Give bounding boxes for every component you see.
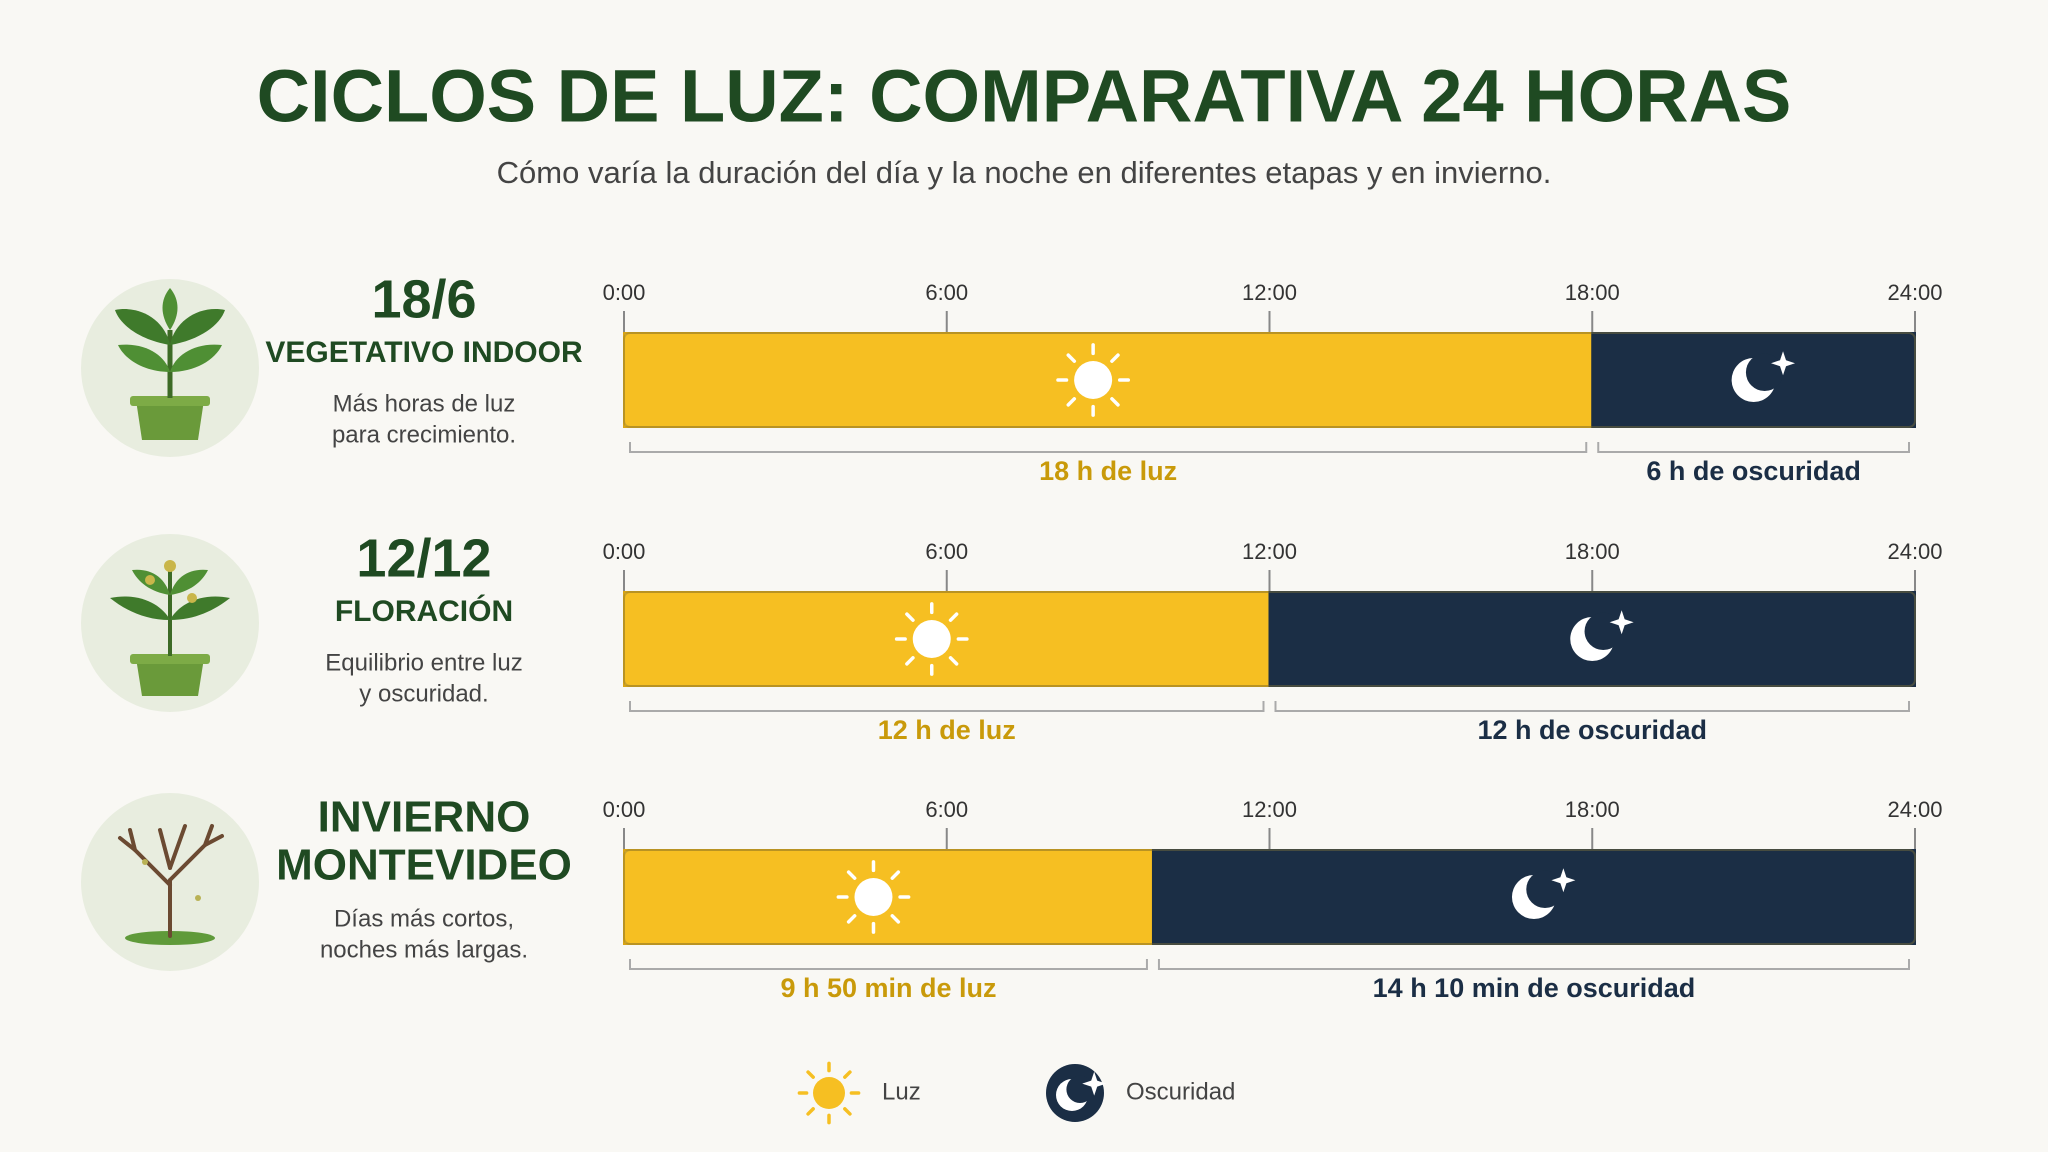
plant-icon [81, 279, 259, 457]
dark-icon [1731, 351, 1796, 402]
light-icon [1056, 343, 1131, 417]
sun-ray [846, 914, 857, 924]
sun-ray [806, 1107, 815, 1116]
page-title: CICLOS DE LUZ: COMPARATIVA 24 HORAS [257, 55, 1792, 138]
sun-ray [905, 612, 915, 622]
x-tick-label: 6:00 [925, 539, 968, 564]
value-label: 14 h 10 min de oscuridad [1373, 973, 1696, 1003]
light-icon [836, 860, 911, 934]
star [1551, 868, 1576, 893]
row-description: Equilibrio entre luz [325, 649, 522, 676]
row-title: 18/6 [371, 269, 476, 329]
sun-icon [813, 1077, 845, 1109]
x-tick-label: 12:00 [1242, 280, 1297, 305]
bar-outline [623, 332, 1916, 428]
moon-shadow [1584, 612, 1622, 650]
legend: Luz Oscuridad [797, 1061, 1235, 1125]
sun-icon [912, 620, 951, 658]
value-label: 18 h de luz [1039, 456, 1177, 486]
row-subtitle: VEGETATIVO INDOOR [265, 336, 583, 369]
dark-icon [1570, 610, 1634, 661]
x-tick-label: 18:00 [1565, 539, 1620, 564]
bracket [629, 959, 1148, 970]
bar-outline [623, 591, 1916, 687]
x-tick-label: 24:00 [1887, 280, 1942, 305]
x-tick-label: 24:00 [1887, 797, 1942, 822]
bracket [629, 442, 1588, 453]
bar-outline [623, 849, 1916, 945]
sun-ray [890, 914, 901, 924]
sun-ray [1110, 397, 1120, 407]
sun-ray [806, 1070, 815, 1079]
moon-shadow [1526, 870, 1564, 908]
sun-ray [1066, 353, 1077, 363]
row-title: 12/12 [356, 528, 491, 588]
x-tick-label: 0:00 [603, 797, 646, 822]
x-tick-label: 0:00 [603, 280, 646, 305]
sun-ray [843, 1107, 852, 1116]
star [1609, 610, 1634, 635]
x-tick-label: 6:00 [925, 797, 968, 822]
sun-ray [1110, 353, 1120, 363]
row-subtitle: MONTEVIDEO [276, 841, 572, 890]
moon-shadow [1066, 1075, 1094, 1103]
value-label: 9 h 50 min de luz [780, 973, 996, 1003]
star [1771, 351, 1796, 376]
x-tick-label: 12:00 [1242, 539, 1297, 564]
row-description: noches más largas. [320, 936, 528, 963]
row-description: Días más cortos, [334, 905, 514, 932]
x-tick-label: 0:00 [603, 539, 646, 564]
legend-label: Luz [882, 1078, 921, 1105]
row-description: y oscuridad. [359, 680, 488, 707]
dark-icon [1511, 868, 1576, 919]
row-description: Más horas de luz [333, 390, 516, 417]
row-description: para crecimiento. [332, 421, 516, 448]
x-tick-label: 24:00 [1887, 539, 1942, 564]
sun-ray [948, 612, 959, 622]
bracket [629, 701, 1265, 712]
x-tick-label: 12:00 [1242, 797, 1297, 822]
value-label: 12 h de oscuridad [1477, 715, 1707, 745]
flowering-plant-icon [81, 534, 259, 712]
sun-ray [843, 1070, 852, 1079]
row-title: INVIERNO [318, 793, 531, 842]
sun-ray [948, 656, 959, 666]
star [1082, 1071, 1107, 1096]
moon-shadow [1745, 353, 1784, 391]
winter-tree-icon [81, 793, 259, 971]
row-subtitle: FLORACIÓN [335, 594, 513, 628]
sun-ray [846, 870, 857, 880]
x-tick-label: 18:00 [1565, 280, 1620, 305]
bracket [1597, 442, 1910, 453]
x-tick-label: 18:00 [1565, 797, 1620, 822]
sun-ray [890, 870, 901, 880]
sun-icon [1074, 361, 1113, 399]
legend-label: Oscuridad [1126, 1078, 1235, 1105]
sun-ray [1066, 397, 1077, 407]
bracket [1274, 701, 1910, 712]
light-icon [894, 602, 969, 676]
value-label: 12 h de luz [878, 715, 1016, 745]
sun-icon [854, 878, 893, 916]
x-tick-label: 6:00 [925, 280, 968, 305]
value-label: 6 h de oscuridad [1646, 456, 1861, 486]
sun-ray [905, 656, 915, 666]
page-subtitle: Cómo varía la duración del día y la noch… [497, 155, 1552, 190]
bracket [1157, 959, 1910, 970]
